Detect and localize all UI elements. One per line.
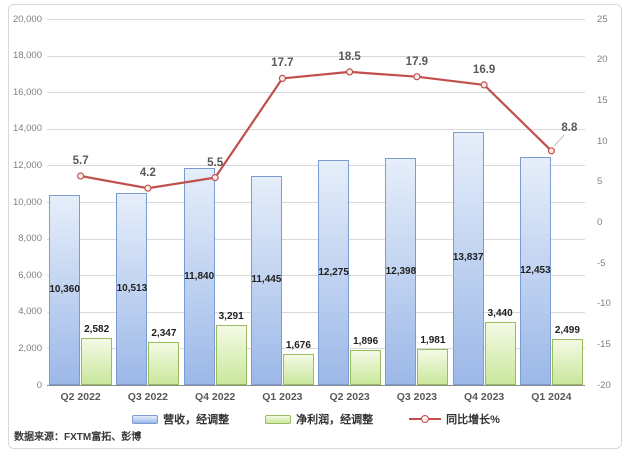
revenue-value-label: 12,275 bbox=[318, 266, 349, 278]
revenue-value-label: 13,837 bbox=[452, 252, 484, 264]
legend-label-revenue: 营收，经调整 bbox=[163, 414, 230, 426]
profit-value-label: 2,499 bbox=[554, 325, 580, 337]
profit-bar bbox=[484, 322, 516, 385]
left-axis-tick: 20,000 bbox=[12, 13, 42, 25]
gridline bbox=[47, 275, 585, 277]
category-label: Q1 2024 bbox=[531, 391, 572, 403]
profit-bar bbox=[81, 337, 113, 385]
growth-line-swatch-icon bbox=[409, 415, 442, 423]
left-axis-tick: 12,000 bbox=[12, 159, 42, 171]
profit-bar bbox=[551, 339, 583, 385]
gridline bbox=[47, 238, 585, 240]
legend-item-revenue: 营收，经调整 bbox=[132, 411, 229, 427]
category-label: Q4 2022 bbox=[194, 391, 236, 403]
legend-label-growth: 同比增长% bbox=[446, 414, 500, 426]
legend-item-profit: 净利润，经调整 bbox=[265, 411, 373, 427]
left-axis-tick: 2,000 bbox=[18, 342, 42, 354]
category-label: Q1 2023 bbox=[262, 391, 303, 403]
profit-value-label: 1,676 bbox=[285, 340, 311, 352]
left-axis-tick: 16,000 bbox=[12, 86, 42, 98]
revenue-value-label: 12,398 bbox=[385, 265, 417, 277]
profit-bar bbox=[282, 354, 314, 385]
growth-value-label: 5.5 bbox=[207, 156, 224, 169]
growth-value-label: 16.9 bbox=[472, 63, 496, 76]
profit-bar bbox=[350, 350, 382, 385]
profit-value-label: 1,981 bbox=[420, 334, 446, 346]
gridline bbox=[47, 311, 585, 313]
category-label: Q2 2023 bbox=[329, 391, 370, 403]
left-axis-tick: 0 bbox=[36, 379, 42, 391]
left-axis-tick: 14,000 bbox=[12, 123, 42, 135]
left-axis-tick: 4,000 bbox=[18, 306, 42, 318]
left-axis-tick: 6,000 bbox=[18, 269, 42, 281]
right-axis-tick: 20 bbox=[597, 54, 608, 66]
profit-bar bbox=[215, 324, 247, 385]
revenue-bar bbox=[49, 195, 81, 385]
right-axis-tick: 10 bbox=[597, 135, 608, 147]
gridline bbox=[47, 19, 585, 20]
growth-value-label: 8.8 bbox=[561, 121, 578, 134]
legend-item-growth: 同比增长% bbox=[409, 411, 500, 427]
revenue-value-label: 11,445 bbox=[251, 274, 282, 286]
right-axis-tick: -10 bbox=[597, 298, 611, 310]
right-axis-tick: 0 bbox=[597, 216, 603, 228]
gridline bbox=[47, 202, 585, 203]
revenue-value-label: 10,513 bbox=[116, 282, 148, 294]
revenue-bar-swatch-icon bbox=[132, 414, 159, 424]
category-label: Q3 2023 bbox=[396, 391, 438, 403]
growth-value-label: 18.5 bbox=[338, 50, 361, 63]
profit-bar bbox=[148, 342, 180, 385]
gridline bbox=[47, 92, 585, 94]
revenue-bar bbox=[183, 168, 215, 385]
left-axis-tick: 10,000 bbox=[12, 196, 42, 208]
growth-value-label: 17.7 bbox=[271, 57, 294, 70]
profit-value-label: 3,440 bbox=[487, 308, 513, 320]
right-axis-tick: 25 bbox=[597, 13, 608, 25]
category-label: Q3 2022 bbox=[127, 391, 169, 403]
left-axis-tick: 8,000 bbox=[18, 233, 42, 245]
growth-value-label: 17.9 bbox=[405, 55, 429, 68]
gridline bbox=[47, 348, 585, 350]
profit-value-label: 3,291 bbox=[218, 310, 244, 322]
revenue-bar bbox=[385, 158, 417, 385]
revenue-bar bbox=[116, 192, 148, 385]
gridline bbox=[47, 55, 585, 57]
revenue-value-label: 11,840 bbox=[184, 270, 215, 282]
revenue-value-label: 10,360 bbox=[49, 284, 80, 296]
profit-value-label: 1,896 bbox=[353, 336, 379, 348]
revenue-bar bbox=[318, 160, 350, 385]
right-axis-tick: -20 bbox=[597, 379, 611, 391]
growth-value-label: 4.2 bbox=[139, 167, 156, 180]
legend-label-profit: 净利润，经调整 bbox=[296, 414, 374, 426]
category-label: Q4 2023 bbox=[463, 391, 505, 403]
legend: 营收，经调整 净利润，经调整 同比增长% bbox=[47, 410, 585, 428]
right-axis-tick: -15 bbox=[597, 338, 611, 350]
right-axis-tick: 15 bbox=[597, 94, 608, 106]
profit-bar-swatch-icon bbox=[265, 414, 292, 424]
profit-value-label: 2,347 bbox=[151, 328, 177, 340]
left-axis-tick: 18,000 bbox=[12, 50, 42, 62]
right-axis-tick: 5 bbox=[597, 176, 603, 188]
source-note: 数据来源：FXTM富拓、彭博 bbox=[14, 432, 142, 443]
revenue-value-label: 12,453 bbox=[520, 265, 551, 277]
category-label: Q2 2022 bbox=[60, 391, 101, 403]
gridline bbox=[47, 128, 585, 130]
growth-value-label: 5.7 bbox=[72, 154, 89, 167]
profit-value-label: 2,582 bbox=[84, 323, 110, 335]
x-axis-line bbox=[47, 385, 585, 386]
profit-bar bbox=[417, 348, 449, 385]
revenue-bar bbox=[250, 175, 282, 385]
right-axis-tick: -5 bbox=[597, 257, 606, 269]
